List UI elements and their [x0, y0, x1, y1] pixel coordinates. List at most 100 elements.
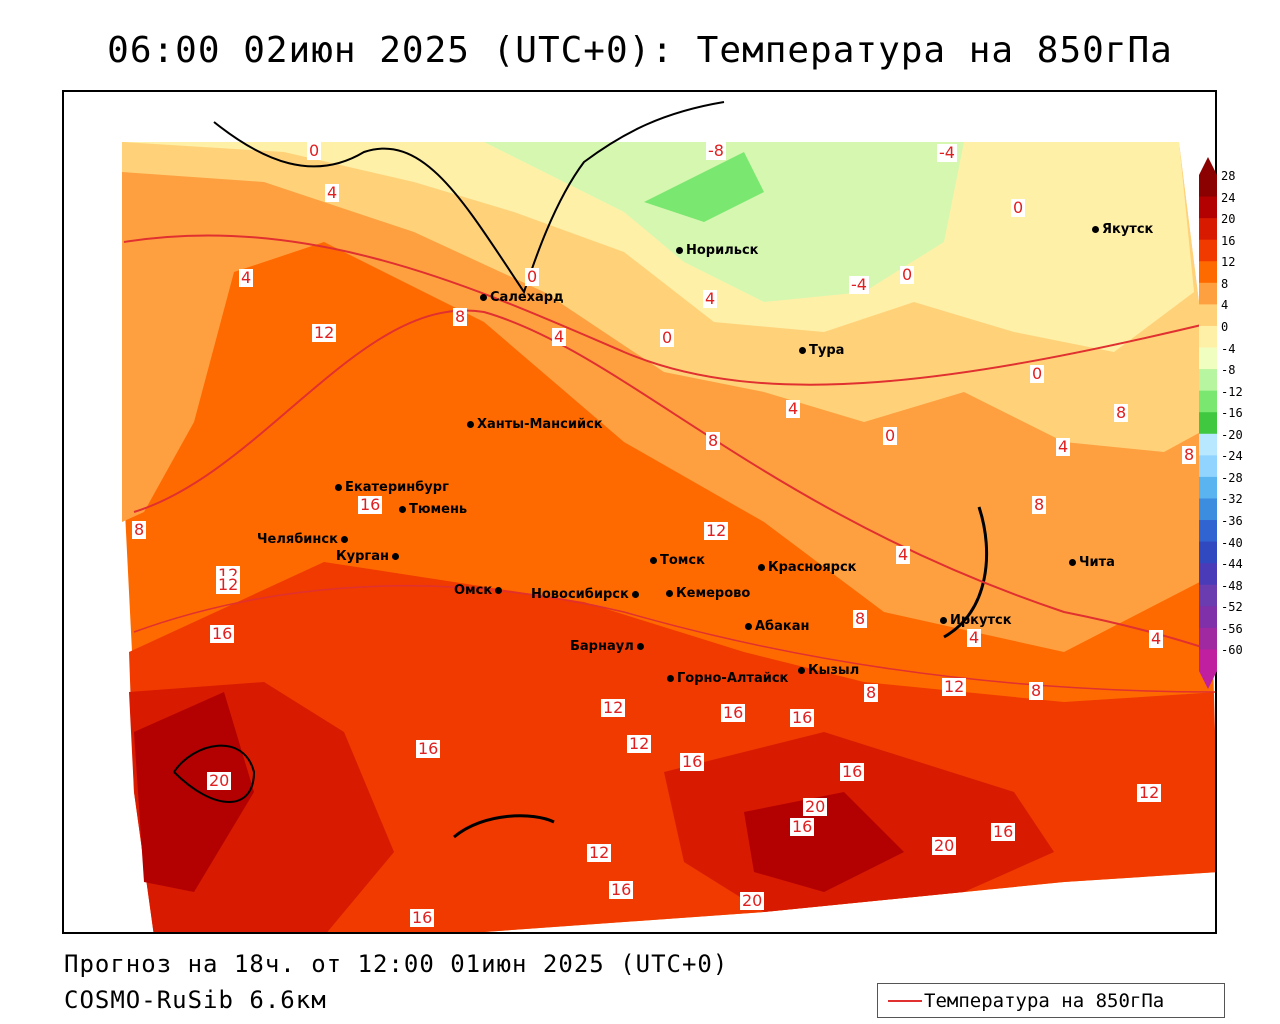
colorbar-swatch	[1199, 261, 1217, 284]
city-dot-icon	[1069, 559, 1076, 566]
city-barnaul: Барнаул	[570, 639, 647, 654]
colorbar-tick-label: -32	[1221, 492, 1243, 507]
lake-balkhash	[453, 814, 555, 839]
city-khanty-mansiysk: Ханты-Мансийск	[467, 417, 603, 432]
city-dot-icon	[676, 247, 683, 254]
city-dot-icon	[480, 294, 487, 301]
colorbar-swatch	[1199, 627, 1217, 650]
city-gorno-altaysk: Горно-Алтайск	[667, 671, 788, 686]
contour-label: 0	[1011, 198, 1026, 217]
contour-label: 12	[704, 521, 729, 540]
contour-label: -4	[937, 143, 957, 162]
forecast-info: Прогноз на 18ч. от 12:00 01июн 2025 (UTC…	[64, 950, 729, 978]
city-dot-icon	[666, 590, 673, 597]
caspian-outline	[173, 744, 256, 803]
colorbar-tick-label: -28	[1221, 470, 1243, 485]
city-dot-icon	[631, 591, 639, 598]
contour-label: 16	[680, 752, 705, 771]
colorbar-swatch	[1199, 347, 1217, 370]
city-dot-icon	[467, 421, 474, 428]
colorbar-tick-label: 12	[1221, 255, 1236, 270]
colorbar-tick-label: -16	[1221, 406, 1243, 421]
city-kurgan: Курган	[336, 549, 402, 564]
legend: Температура на 850гПа	[877, 983, 1225, 1018]
contour-label: 4	[703, 289, 718, 308]
contour-label: 4	[1149, 629, 1164, 648]
contour-label: 12	[942, 677, 967, 696]
colorbar-swatch	[1199, 433, 1217, 456]
contour-label: 4	[325, 183, 340, 202]
colorbar-tick-label: 28	[1221, 169, 1236, 183]
contour-label: 8	[1114, 403, 1129, 422]
colorbar-swatch	[1199, 325, 1217, 349]
legend-line-swatch	[888, 1000, 922, 1002]
field-colder	[484, 142, 964, 302]
contour-label: 16	[790, 708, 815, 727]
contour-label: 16	[840, 762, 865, 781]
contour-label: 12	[627, 734, 652, 753]
city-salekhard: Салехард	[480, 290, 564, 305]
city-tura: Тура	[799, 343, 844, 358]
colorbar-swatch	[1199, 175, 1217, 198]
city-tomsk: Томск	[650, 553, 705, 568]
city-dot-icon	[799, 347, 806, 354]
colorbar-tick-label: 8	[1221, 276, 1229, 291]
colorbar-swatch	[1199, 282, 1217, 305]
city-dot-icon	[399, 506, 406, 513]
colorbar-tick-label: 24	[1221, 190, 1236, 205]
contour-label: 0	[900, 265, 915, 284]
city-omsk: Омск	[454, 583, 505, 598]
colorbar-tick-label: -56	[1221, 621, 1243, 636]
field-hottest	[134, 692, 254, 892]
colorbar-swatch	[1199, 498, 1217, 521]
colorbar-tick-label: -40	[1221, 535, 1243, 550]
colorbar-tick-label: -44	[1221, 557, 1243, 572]
city-dot-icon	[391, 553, 399, 560]
contour-label: 16	[416, 739, 441, 758]
contour-label: 20	[932, 836, 957, 855]
isotherm-line	[123, 234, 1215, 386]
contour-label: 16	[210, 624, 235, 643]
colorbar-tick-label: -24	[1221, 449, 1243, 464]
city-krasnoyarsk: Красноярск	[758, 560, 857, 575]
colorbar-max-arrow	[1199, 157, 1217, 175]
colorbar-swatch	[1199, 541, 1217, 564]
legend-label: Температура на 850гПа	[924, 990, 1165, 1012]
city-yekaterinburg: Екатеринбург	[335, 480, 449, 495]
city-tyumen: Тюмень	[399, 502, 467, 517]
colorbar-tick-label: -36	[1221, 514, 1243, 529]
contour-label: 8	[453, 307, 468, 326]
contour-label: 12	[587, 843, 612, 862]
isotherm-line	[133, 585, 1215, 693]
contour-label: 0	[525, 267, 540, 286]
colorbar-swatch	[1199, 218, 1217, 241]
contour-label: 16	[991, 822, 1016, 841]
city-dot-icon	[667, 675, 674, 682]
field-coldest	[644, 152, 764, 222]
contour-label: 20	[207, 771, 232, 790]
city-abakan: Абакан	[745, 619, 810, 634]
city-dot-icon	[495, 587, 503, 594]
contour-label: 8	[1029, 681, 1044, 700]
coastline	[213, 101, 725, 295]
city-dot-icon	[798, 667, 805, 674]
colorbar-swatch	[1199, 239, 1217, 262]
contour-label: 8	[853, 609, 868, 628]
lake-baikal	[943, 506, 989, 639]
contour-label: 4	[786, 399, 801, 418]
colorbar-tick-label: 16	[1221, 233, 1236, 248]
colorbar-swatch	[1199, 196, 1217, 219]
map-title: 06:00 02июн 2025 (UTC+0): Температура на…	[107, 30, 1173, 71]
colorbar-tick-label: 4	[1221, 298, 1229, 313]
city-dot-icon	[340, 536, 348, 543]
isotherm-line	[133, 309, 1215, 653]
contour-label: 0	[1030, 364, 1045, 383]
contour-label: 8	[706, 431, 721, 450]
colorbar-min-arrow	[1199, 671, 1217, 689]
contour-label: -4	[849, 275, 869, 294]
city-dot-icon	[650, 557, 657, 564]
city-norilsk: Норильск	[676, 243, 759, 258]
contour-label: 12	[1137, 783, 1162, 802]
colorbar-swatch	[1199, 455, 1217, 478]
colorbar-tick-label: 20	[1221, 212, 1236, 227]
